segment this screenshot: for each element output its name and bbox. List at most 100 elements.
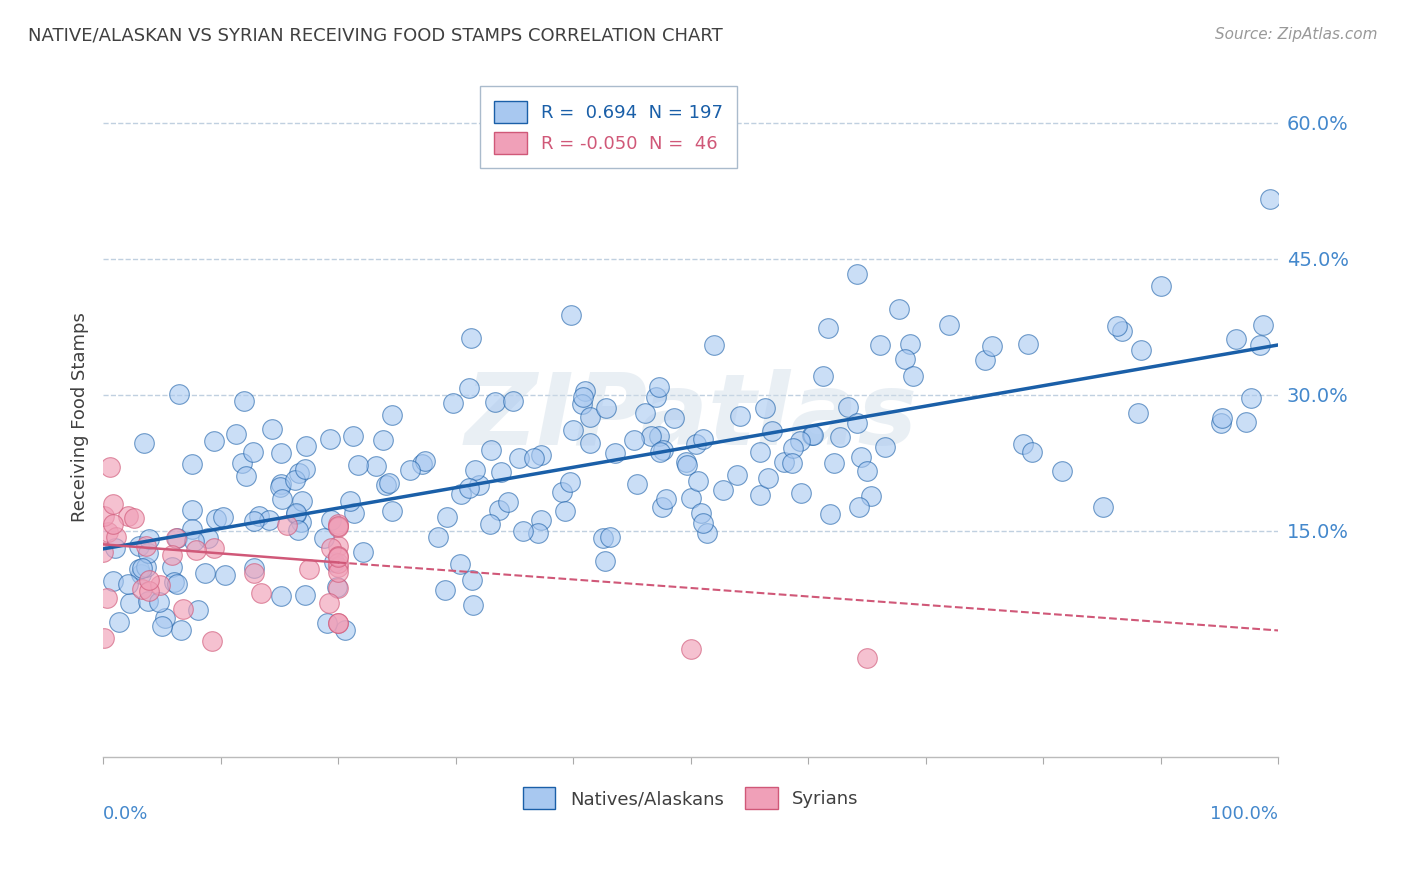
Point — [328, 582, 350, 596]
Point — [378, 476, 401, 491]
Point — [464, 463, 486, 477]
Point — [131, 582, 153, 596]
Point — [269, 480, 291, 494]
Point — [1240, 391, 1263, 405]
Point — [837, 401, 859, 415]
Point — [1091, 500, 1114, 514]
Point — [1150, 279, 1173, 293]
Point — [756, 471, 779, 485]
Point — [101, 516, 124, 531]
Point — [676, 458, 699, 472]
Point — [1017, 337, 1039, 351]
Point — [287, 523, 309, 537]
Point — [692, 432, 714, 446]
Point — [1234, 415, 1257, 429]
Point — [149, 578, 172, 592]
Point — [623, 433, 645, 447]
Point — [328, 519, 350, 533]
Point — [160, 548, 183, 562]
Point — [1105, 318, 1128, 333]
Point — [560, 309, 582, 323]
Point — [664, 411, 686, 425]
Point — [170, 624, 193, 638]
Point — [166, 531, 188, 545]
Point — [898, 337, 921, 351]
Point — [180, 457, 202, 471]
Point — [689, 506, 711, 520]
Point — [225, 426, 247, 441]
Point — [823, 456, 845, 470]
Point — [856, 464, 879, 478]
Point — [93, 631, 115, 645]
Point — [828, 430, 851, 444]
Point — [183, 533, 205, 548]
Point — [152, 619, 174, 633]
Point — [117, 577, 139, 591]
Point — [184, 543, 207, 558]
Point — [725, 467, 748, 482]
Point — [98, 460, 121, 475]
Point — [496, 495, 519, 509]
Point — [205, 512, 228, 526]
Point — [754, 401, 776, 416]
Point — [789, 434, 811, 448]
Point — [530, 513, 553, 527]
Point — [411, 458, 433, 472]
Point — [328, 539, 350, 553]
Point — [488, 503, 510, 517]
Point — [773, 455, 796, 469]
Point — [294, 462, 316, 476]
Point — [138, 532, 160, 546]
Point — [595, 554, 617, 568]
Point — [335, 624, 357, 638]
Point — [290, 515, 312, 529]
Point — [458, 381, 481, 395]
Point — [270, 445, 292, 459]
Point — [128, 539, 150, 553]
Point — [129, 567, 152, 582]
Point — [450, 557, 472, 571]
Point — [283, 473, 305, 487]
Point — [242, 445, 264, 459]
Point — [640, 429, 662, 443]
Point — [172, 602, 194, 616]
Point — [166, 577, 188, 591]
Point — [328, 560, 350, 574]
Point — [328, 556, 350, 570]
Point — [460, 331, 482, 345]
Point — [1211, 411, 1233, 425]
Text: 0.0%: 0.0% — [103, 805, 149, 823]
Point — [508, 450, 530, 465]
Point — [651, 500, 673, 515]
Point — [644, 390, 666, 404]
Point — [1126, 406, 1149, 420]
Point — [648, 379, 671, 393]
Point — [489, 465, 512, 479]
Point — [869, 338, 891, 352]
Point — [328, 565, 350, 579]
Point — [484, 395, 506, 409]
Point — [572, 390, 595, 404]
Point — [571, 397, 593, 411]
Point — [1225, 332, 1247, 346]
Point — [579, 409, 602, 424]
Text: ZIPatlas: ZIPatlas — [464, 369, 917, 466]
Point — [96, 591, 118, 606]
Point — [845, 416, 868, 430]
Point — [1251, 318, 1274, 333]
Point — [319, 541, 342, 555]
Point — [101, 574, 124, 589]
Point — [595, 401, 617, 415]
Point — [887, 302, 910, 317]
Point — [326, 580, 349, 594]
Point — [97, 524, 120, 539]
Point — [1111, 324, 1133, 338]
Point — [148, 594, 170, 608]
Point — [193, 566, 215, 580]
Point — [679, 641, 702, 656]
Y-axis label: Receiving Food Stamps: Receiving Food Stamps — [72, 312, 89, 523]
Point — [1012, 437, 1035, 451]
Point — [104, 541, 127, 555]
Point — [675, 455, 697, 469]
Point — [467, 478, 489, 492]
